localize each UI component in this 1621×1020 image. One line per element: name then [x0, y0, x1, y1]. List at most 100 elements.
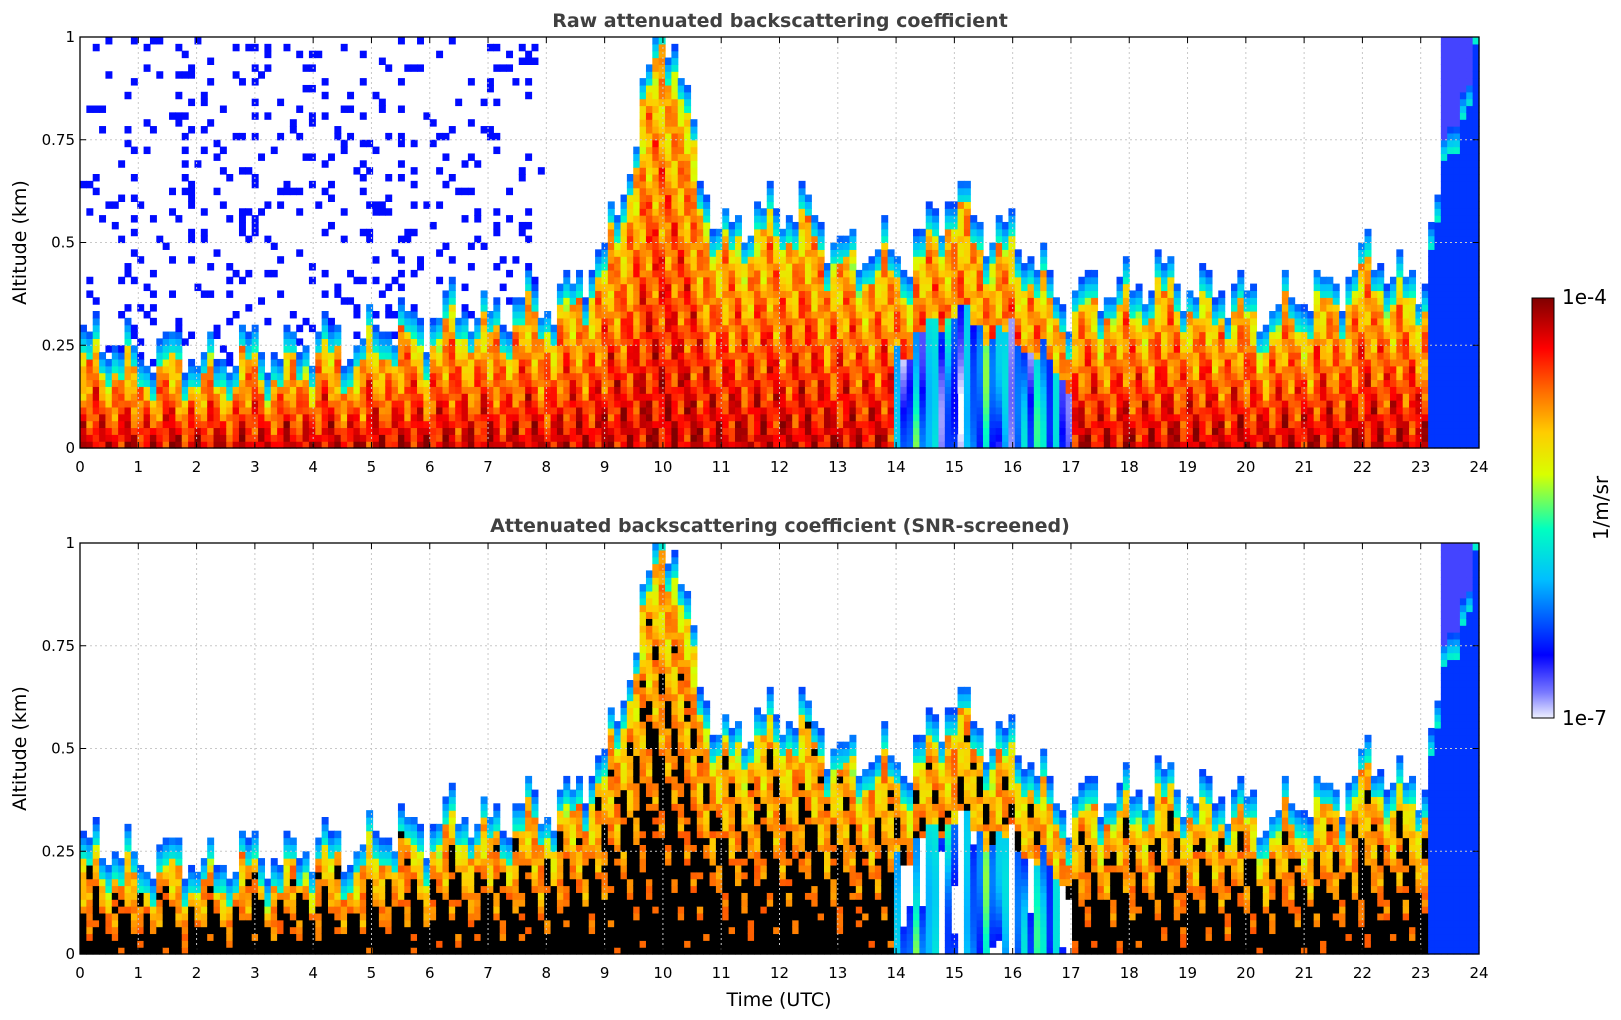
heatmap-cell: [843, 242, 851, 250]
heatmap-cell: [321, 338, 329, 346]
heatmap-cell: [773, 269, 781, 278]
heatmap-cell: [1110, 345, 1118, 353]
heatmap-cell: [537, 441, 545, 449]
heatmap-cell: [251, 132, 259, 141]
heatmap-cell: [868, 297, 876, 305]
heatmap-cell: [219, 105, 227, 113]
heatmap-cell: [1154, 427, 1162, 435]
heatmap-cell: [798, 358, 806, 367]
heatmap-cell: [645, 249, 653, 257]
heatmap-cell: [563, 434, 571, 442]
heatmap-cell: [976, 379, 984, 387]
heatmap-cell: [1192, 420, 1200, 429]
heatmap-cell: [124, 379, 132, 387]
heatmap-cell: [995, 283, 1003, 292]
heatmap-cell: [366, 235, 374, 244]
heatmap-cell: [232, 379, 240, 387]
heatmap-cell: [1186, 386, 1194, 394]
heatmap-cell: [944, 249, 952, 257]
heatmap-cell: [626, 208, 634, 216]
heatmap-cell: [633, 400, 641, 408]
heatmap-cell: [207, 393, 215, 401]
heatmap-cell: [665, 276, 672, 285]
heatmap-cell: [92, 372, 100, 381]
heatmap-cell: [779, 304, 787, 312]
heatmap-cell: [849, 406, 857, 415]
heatmap-cell: [817, 276, 825, 285]
heatmap-cell: [919, 358, 927, 367]
heatmap-cell: [811, 338, 819, 346]
heatmap-cell: [436, 372, 444, 381]
heatmap-cell: [448, 297, 456, 305]
heatmap-cell: [830, 379, 838, 387]
heatmap-cell: [645, 126, 653, 134]
heatmap-cell: [207, 427, 215, 435]
heatmap-cell: [219, 386, 227, 394]
heatmap-cell: [754, 208, 762, 216]
heatmap-cell: [429, 358, 437, 367]
heatmap-cell: [105, 441, 113, 449]
heatmap-cell: [455, 413, 463, 422]
heatmap-cell: [111, 358, 119, 367]
heatmap-cell: [124, 324, 132, 333]
heatmap-cell: [385, 379, 393, 387]
heatmap-cell: [1148, 434, 1156, 442]
heatmap-cell: [92, 187, 100, 196]
heatmap-cell: [512, 324, 520, 333]
heatmap-cell: [1116, 345, 1124, 353]
heatmap-cell: [80, 393, 87, 401]
heatmap-cell: [957, 317, 965, 326]
heatmap-cell: [347, 441, 355, 449]
heatmap-cell: [1116, 311, 1124, 319]
heatmap-cell: [118, 427, 126, 435]
heatmap-cell: [595, 345, 603, 353]
heatmap-cell: [811, 242, 819, 250]
heatmap-cell: [728, 413, 736, 422]
heatmap-cell: [773, 324, 781, 333]
heatmap-cell: [1180, 365, 1188, 374]
heatmap-cell: [461, 406, 469, 415]
heatmap-cell: [734, 256, 742, 264]
heatmap-cell: [1186, 358, 1194, 367]
heatmap-cell: [639, 84, 647, 93]
heatmap-cell: [156, 37, 164, 45]
heatmap-cell: [1052, 379, 1060, 387]
heatmap-cell: [804, 358, 812, 367]
heatmap-cell: [378, 420, 386, 429]
heatmap-cell: [715, 434, 723, 442]
heatmap-cell: [944, 242, 952, 250]
heatmap-cell: [766, 304, 774, 312]
heatmap-cell: [1167, 283, 1175, 292]
heatmap-cell: [747, 249, 755, 257]
heatmap-cell: [1122, 434, 1130, 442]
heatmap-cell: [874, 434, 882, 442]
heatmap-cell: [855, 317, 863, 326]
heatmap-cell: [734, 276, 742, 285]
heatmap-cell: [1072, 441, 1079, 449]
heatmap-cell: [766, 420, 774, 429]
heatmap-cell: [671, 119, 679, 127]
heatmap-cell: [773, 228, 781, 237]
heatmap-cell: [1129, 290, 1137, 298]
heatmap-cell: [1084, 441, 1092, 449]
heatmap-cell: [334, 132, 342, 141]
heatmap-cell: [652, 263, 660, 271]
heatmap-cell: [156, 379, 164, 387]
heatmap-cell: [1205, 311, 1213, 319]
heatmap-cell: [582, 406, 590, 415]
heatmap-cell: [932, 324, 940, 333]
heatmap-cell: [1078, 276, 1086, 285]
heatmap-cell: [105, 372, 113, 381]
heatmap-cell: [766, 256, 774, 264]
heatmap-cell: [944, 345, 952, 353]
heatmap-cell: [824, 413, 831, 422]
heatmap-cell: [773, 338, 781, 346]
heatmap-cell: [690, 290, 698, 298]
heatmap-cell: [944, 317, 952, 326]
heatmap-cell: [639, 406, 647, 415]
heatmap-cell: [188, 201, 196, 209]
heatmap-cell: [741, 331, 749, 339]
heatmap-cell: [569, 317, 577, 326]
heatmap-cell: [1027, 276, 1035, 285]
heatmap-cell: [690, 276, 698, 285]
